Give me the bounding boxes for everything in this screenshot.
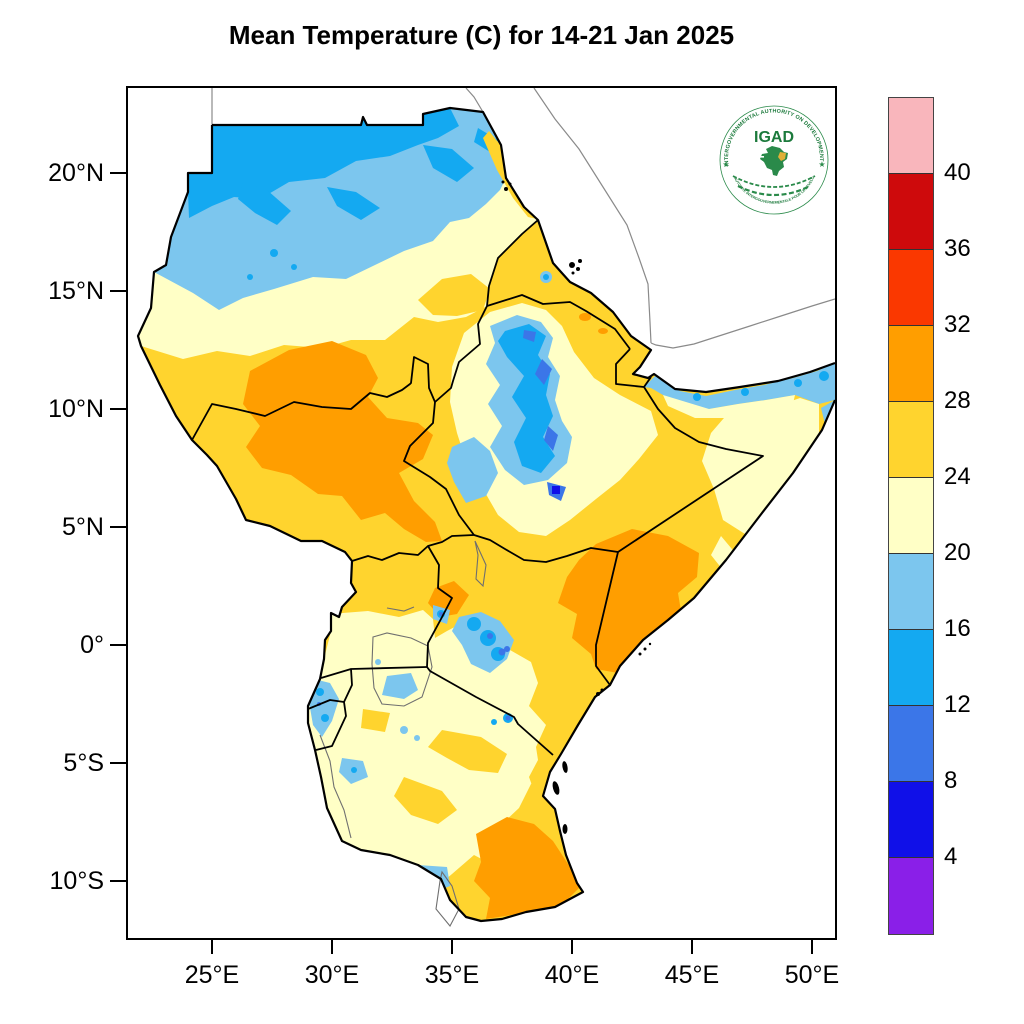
- border-djibouti: [615, 348, 652, 388]
- border-sudan-southsudan: [191, 356, 436, 441]
- fill-north-cyan: [188, 108, 498, 280]
- colorbar-label-12: 12: [944, 691, 971, 718]
- lon-tick-label-40e: 40°E: [544, 961, 600, 989]
- colorbar-segment-4-8: [889, 782, 933, 858]
- lat-tick-20n: [110, 172, 126, 174]
- lat-tick-label-10n: 10°N: [48, 395, 104, 423]
- lat-tick-0: [110, 644, 126, 646]
- lake-kyoga-outline: [386, 606, 415, 612]
- colorbar-segment-12-16: [889, 630, 933, 706]
- fill-bale-navy-dot: [552, 486, 560, 494]
- logo-star-left: ★: [722, 160, 729, 169]
- lat-tick-5n: [110, 526, 126, 528]
- lake-malawi-outline: [435, 870, 460, 927]
- lon-tick-40e: [571, 940, 573, 954]
- colorbar-segment-28-32: [889, 326, 933, 402]
- saudi-coast: [533, 88, 652, 344]
- logo-igad-region-highlight: [778, 152, 786, 161]
- border-ethiopia-kenya: [473, 534, 619, 563]
- lat-tick-15n: [110, 290, 126, 292]
- lon-tick-30e: [331, 940, 333, 954]
- lat-tick-label-5s: 5°S: [63, 749, 104, 777]
- lake-victoria-outline: [371, 632, 433, 707]
- border-ethiopia-somalia: [617, 386, 764, 553]
- yemen-coast: [650, 298, 835, 349]
- border-uganda-kenya: [426, 545, 453, 668]
- lat-tick-10s: [110, 880, 126, 882]
- lat-tick-10n: [110, 408, 126, 410]
- lon-tick-label-35e: 35°E: [424, 961, 480, 989]
- igad-logo: INTERGOVERNMENTAL AUTHORITY ON DEVELOPME…: [719, 105, 829, 215]
- colorbar-segment-20-24: [889, 478, 933, 554]
- country-borders: [191, 219, 764, 756]
- colorbar-label-24: 24: [944, 463, 971, 490]
- lon-tick-label-50e: 50°E: [784, 961, 840, 989]
- igad-region-outline: [136, 106, 835, 923]
- fill-south-royal-dots: [317, 612, 511, 882]
- colorbar-label-40: 40: [944, 159, 971, 186]
- border-southsudan-uganda-kenya: [351, 534, 475, 562]
- colorbar-label-8: 8: [944, 767, 958, 794]
- temperature-colorbar: [888, 97, 934, 935]
- colorbar-label-32: 32: [944, 311, 971, 338]
- colorbar-label-28: 28: [944, 387, 971, 414]
- fill-south-gold-patches: [361, 709, 553, 824]
- logo-acronym: IGAD: [754, 129, 794, 146]
- colorbar-label-4: 4: [944, 843, 958, 870]
- colorbar-segment-16-20: [889, 554, 933, 630]
- lat-tick-5s: [110, 762, 126, 764]
- lon-tick-50e: [811, 940, 813, 954]
- figure-title: Mean Temperature (C) for 14-21 Jan 2025: [228, 20, 735, 50]
- colorbar-label-16: 16: [944, 615, 971, 642]
- border-kenya-somalia: [595, 551, 619, 686]
- border-kenya-tanzania: [426, 666, 554, 756]
- border-rwanda-burundi: [307, 699, 345, 710]
- lon-tick-label-25e: 25°E: [184, 961, 240, 989]
- logo-laurel-wreath: [732, 175, 816, 196]
- logo-africa-map: [754, 146, 788, 176]
- border-sudan-eritrea: [486, 219, 539, 307]
- islands: [501, 180, 652, 834]
- neighbor-coastlines: [211, 88, 835, 349]
- lat-tick-label-15n: 15°N: [48, 277, 104, 305]
- fill-khartoum-gold: [418, 274, 490, 316]
- fill-ethiopia-cyan: [498, 274, 555, 473]
- colorbar-segment-below-4: [889, 858, 933, 934]
- colorbar-segment-8-12: [889, 706, 933, 782]
- logo-star-right: ★: [818, 160, 825, 169]
- border-ethiopia-southsudan: [403, 401, 475, 536]
- egypt-coast: [465, 88, 484, 113]
- lon-tick-label-45e: 45°E: [664, 961, 720, 989]
- lat-tick-label-0: 0°: [80, 631, 104, 659]
- fill-redsea-gold-strip: [483, 131, 537, 219]
- border-rwanda-burundi-tanzania: [315, 668, 353, 751]
- lon-tick-25e: [211, 940, 213, 954]
- border-eritrea-ethiopia: [486, 294, 631, 350]
- colorbar-segment-36-40: [889, 174, 933, 250]
- colorbar-label-36: 36: [944, 235, 971, 262]
- lat-tick-label-5n: 5°N: [62, 513, 104, 541]
- colorbar-label-20: 20: [944, 539, 971, 566]
- colorbar-segment-above-40: [889, 98, 933, 174]
- lon-tick-label-30e: 30°E: [304, 961, 360, 989]
- lake-turkana-outline: [474, 540, 487, 588]
- logo-ring: [719, 105, 829, 215]
- lake-tanganyika-outline: [319, 734, 352, 839]
- lake-outlines: [319, 540, 487, 927]
- fill-south-pale: [308, 610, 546, 890]
- lon-tick-45e: [691, 940, 693, 954]
- lat-tick-label-10s: 10°S: [49, 867, 104, 895]
- lat-tick-label-20n: 20°N: [48, 159, 104, 187]
- lon-tick-35e: [451, 940, 453, 954]
- temperature-map: [136, 88, 835, 927]
- colorbar-segment-32-36: [889, 250, 933, 326]
- border-sudan-ethiopia: [434, 305, 488, 403]
- fill-aden-cyan-dots: [693, 371, 829, 401]
- colorbar-segment-24-28: [889, 402, 933, 478]
